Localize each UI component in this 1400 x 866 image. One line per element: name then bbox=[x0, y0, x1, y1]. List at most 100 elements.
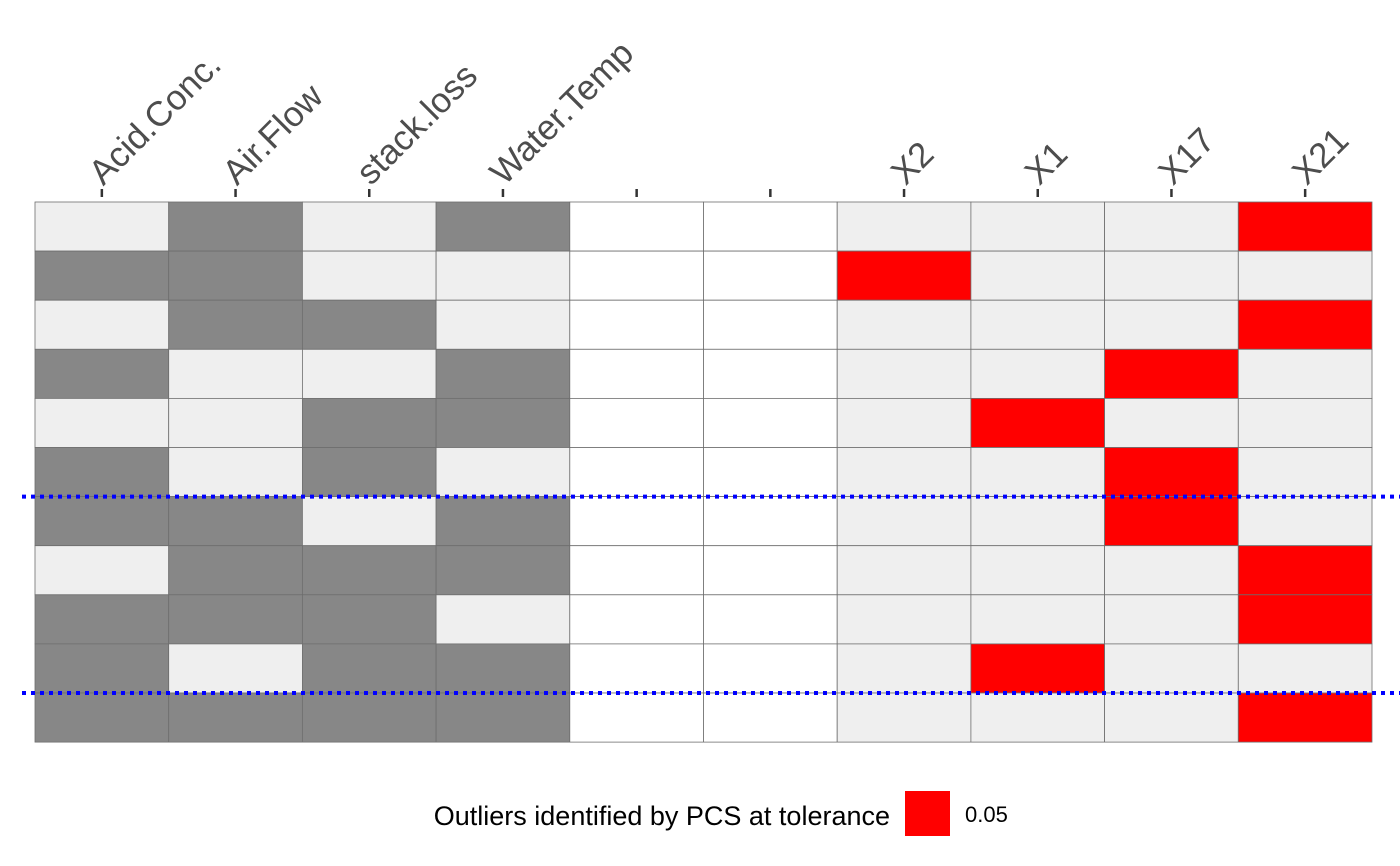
heatmap-cell bbox=[1104, 299, 1239, 350]
heatmap-cell bbox=[569, 545, 704, 596]
heatmap-cell bbox=[836, 643, 972, 694]
heatmap-cell bbox=[569, 692, 704, 743]
heatmap-cell bbox=[569, 397, 704, 448]
heatmap-cell bbox=[703, 496, 838, 547]
heatmap-cell bbox=[301, 250, 437, 301]
heatmap-cell bbox=[34, 692, 170, 743]
heatmap-cell bbox=[34, 643, 170, 694]
heatmap-cell bbox=[168, 692, 303, 743]
heatmap-cell bbox=[569, 201, 704, 252]
heatmap-cell bbox=[435, 397, 571, 448]
heatmap-cell bbox=[34, 545, 170, 596]
heatmap-cell bbox=[168, 447, 303, 497]
x-axis-ticks bbox=[100, 189, 1307, 197]
heatmap-cell bbox=[970, 496, 1106, 547]
legend-value: 0.05 bbox=[965, 802, 1008, 827]
heatmap-cell bbox=[703, 643, 838, 694]
heatmap-cell bbox=[301, 545, 437, 596]
heatmap-cell bbox=[1237, 496, 1373, 547]
heatmap-cell bbox=[435, 594, 571, 645]
heatmap-cell bbox=[836, 201, 972, 252]
heatmap-cell bbox=[703, 397, 838, 448]
heatmap-cell bbox=[970, 348, 1106, 399]
heatmap-cell bbox=[435, 447, 571, 497]
heatmap-cell bbox=[168, 250, 303, 301]
heatmap-cell bbox=[1237, 545, 1373, 596]
x-tick-label: stack.loss bbox=[349, 56, 485, 192]
heatmap-cell bbox=[970, 250, 1106, 301]
heatmap-cell bbox=[301, 594, 437, 645]
heatmap-cell bbox=[970, 201, 1106, 252]
heatmap-cell bbox=[569, 594, 704, 645]
heatmap-cell bbox=[1104, 447, 1239, 497]
heatmap-cell bbox=[1104, 397, 1239, 448]
x-tick-label: Acid.Conc. bbox=[81, 45, 228, 192]
heatmap-cell bbox=[1104, 250, 1239, 301]
heatmap-cell bbox=[301, 201, 437, 252]
heatmap-cell bbox=[703, 692, 838, 743]
heatmap-cell bbox=[1237, 201, 1373, 252]
heatmap-cell bbox=[1104, 594, 1239, 645]
heatmap-cell bbox=[1104, 643, 1239, 694]
heatmap-cell bbox=[703, 348, 838, 399]
heatmap-cell bbox=[168, 594, 303, 645]
heatmap-cell bbox=[703, 201, 838, 252]
heatmap-cell bbox=[301, 692, 437, 743]
heatmap-cell bbox=[301, 496, 437, 547]
heatmap-cell bbox=[970, 643, 1106, 694]
heatmap-cell bbox=[703, 250, 838, 301]
legend-title: Outliers identified by PCS at tolerance bbox=[434, 801, 890, 831]
heatmap-cell bbox=[301, 348, 437, 399]
heatmap-cell bbox=[435, 201, 571, 252]
heatmap-cell bbox=[569, 447, 704, 497]
heatmap-cell bbox=[168, 643, 303, 694]
heatmap-cell bbox=[1237, 594, 1373, 645]
heatmap-cell bbox=[34, 594, 170, 645]
heatmap-cell bbox=[836, 299, 972, 350]
heatmap-cell bbox=[435, 348, 571, 399]
heatmap-cell bbox=[435, 692, 571, 743]
x-tick-label: X2 bbox=[884, 134, 942, 192]
heatmap-cell bbox=[970, 397, 1106, 448]
heatmap-cell bbox=[703, 545, 838, 596]
heatmap-cell bbox=[168, 397, 303, 448]
heatmap-cell bbox=[703, 594, 838, 645]
heatmap-cell bbox=[1104, 201, 1239, 252]
heatmap-cell bbox=[569, 250, 704, 301]
heatmap-cell bbox=[970, 594, 1106, 645]
heatmap-cell bbox=[970, 447, 1106, 497]
legend: Outliers identified by PCS at tolerance … bbox=[434, 791, 1008, 836]
heatmap-cell bbox=[836, 348, 972, 399]
heatmap-cell bbox=[836, 397, 972, 448]
heatmap-cell bbox=[569, 496, 704, 547]
heatmap-cell bbox=[1104, 545, 1239, 596]
heatmap-cell bbox=[301, 299, 437, 350]
heatmap-cell bbox=[435, 299, 571, 350]
heatmap-cell bbox=[703, 447, 838, 497]
heatmap-cell bbox=[435, 496, 571, 547]
heatmap-cell bbox=[1237, 447, 1373, 497]
heatmap-cell bbox=[836, 250, 972, 301]
legend-swatch bbox=[905, 791, 950, 836]
heatmap-cell bbox=[168, 348, 303, 399]
heatmap-cells bbox=[34, 201, 1373, 743]
heatmap-cell bbox=[836, 447, 972, 497]
heatmap-cell bbox=[435, 250, 571, 301]
heatmap-cell bbox=[1104, 496, 1239, 547]
heatmap-cell bbox=[34, 299, 170, 350]
x-tick-label: X21 bbox=[1285, 121, 1357, 193]
heatmap-cell bbox=[1237, 299, 1373, 350]
heatmap-cell bbox=[970, 545, 1106, 596]
heatmap-cell bbox=[34, 348, 170, 399]
heatmap-cell bbox=[1237, 692, 1373, 743]
heatmap-cell bbox=[1237, 250, 1373, 301]
x-tick-label: X1 bbox=[1017, 134, 1075, 192]
heatmap-cell bbox=[569, 299, 704, 350]
heatmap-cell bbox=[34, 397, 170, 448]
heatmap-cell bbox=[970, 692, 1106, 743]
heatmap-cell bbox=[34, 447, 170, 497]
heatmap-cell bbox=[435, 545, 571, 596]
heatmap-cell bbox=[168, 496, 303, 547]
